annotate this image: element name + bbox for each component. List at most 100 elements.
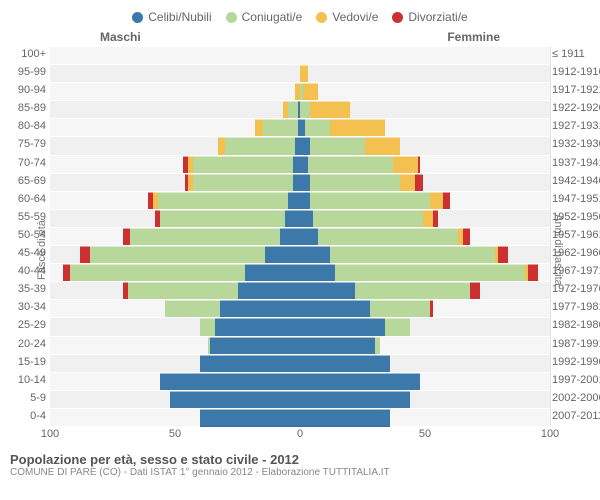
bar-segment [193, 156, 293, 174]
bar-segment [300, 174, 310, 192]
bar-segment [165, 300, 220, 318]
bar-male [208, 337, 301, 353]
bar-segment [200, 409, 300, 427]
bar-segment [255, 119, 263, 137]
bar-female [300, 282, 480, 298]
bar-segment [433, 210, 438, 228]
birth-label: 1967-1971 [552, 265, 600, 277]
bar-segment [158, 192, 288, 210]
bar-segment [300, 391, 410, 409]
bar-female [300, 373, 420, 389]
bar-segment [300, 156, 308, 174]
bar-male [200, 355, 300, 371]
gender-headers: Maschi Femmine [0, 30, 600, 46]
bar-female [300, 391, 410, 407]
bar-female [300, 355, 390, 371]
bar-segment [375, 337, 380, 355]
bar-female [300, 192, 450, 208]
birth-label: 2002-2006 [552, 392, 600, 404]
birth-label: 1942-1946 [552, 175, 600, 187]
age-row: 35-391972-1976 [50, 281, 550, 299]
age-row: 70-741937-1941 [50, 155, 550, 173]
bar-segment [303, 83, 318, 101]
bar-female [300, 409, 390, 425]
bar-male [165, 300, 300, 316]
bar-segment [300, 228, 318, 246]
legend-item: Coniugati/e [226, 10, 303, 24]
bar-male [123, 228, 301, 244]
age-row: 100+≤ 1911 [50, 46, 550, 64]
bar-segment [430, 192, 443, 210]
bar-segment [400, 174, 415, 192]
bar-segment [210, 337, 300, 355]
age-label: 0-4 [2, 410, 46, 422]
bar-segment [300, 65, 308, 83]
bar-segment [393, 156, 418, 174]
bar-female [300, 137, 400, 153]
bar-male [200, 318, 300, 334]
bar-segment [423, 210, 433, 228]
legend-label: Divorziati/e [408, 10, 467, 24]
bar-segment [463, 228, 471, 246]
header-male: Maschi [100, 30, 141, 44]
bar-segment [63, 264, 71, 282]
bar-female [300, 101, 350, 117]
bar-segment [365, 137, 400, 155]
age-label: 35-39 [2, 283, 46, 295]
age-label: 85-89 [2, 102, 46, 114]
bar-male [283, 101, 301, 117]
bar-segment [193, 174, 293, 192]
bar-segment [300, 210, 313, 228]
age-label: 20-24 [2, 338, 46, 350]
x-tick: 100 [41, 428, 59, 440]
age-row: 75-791932-1936 [50, 136, 550, 154]
bar-segment [293, 174, 301, 192]
bar-segment [220, 300, 300, 318]
age-label: 100+ [2, 48, 46, 60]
bar-male [200, 409, 300, 425]
birth-label: 1927-1931 [552, 120, 600, 132]
birth-label: ≤ 1911 [552, 48, 600, 60]
age-row: 55-591952-1956 [50, 209, 550, 227]
age-label: 55-59 [2, 211, 46, 223]
bar-segment [470, 282, 480, 300]
bar-male [80, 246, 300, 262]
x-axis: 10050050100 [50, 426, 550, 446]
legend-label: Vedovi/e [332, 10, 378, 24]
age-label: 60-64 [2, 193, 46, 205]
birth-label: 2007-2011 [552, 410, 600, 422]
birth-label: 1992-1996 [552, 356, 600, 368]
bar-female [300, 83, 318, 99]
bar-male [185, 174, 300, 190]
header-female: Femmine [447, 30, 500, 44]
bar-segment [160, 373, 300, 391]
legend-item: Vedovi/e [316, 10, 378, 24]
birth-label: 1982-1986 [552, 319, 600, 331]
age-label: 70-74 [2, 157, 46, 169]
bar-segment [300, 282, 355, 300]
birth-label: 1917-1921 [552, 84, 600, 96]
bar-segment [280, 228, 300, 246]
bar-segment [415, 174, 423, 192]
age-row: 65-691942-1946 [50, 173, 550, 191]
age-row: 15-191992-1996 [50, 354, 550, 372]
bar-segment [293, 156, 301, 174]
birth-label: 1932-1936 [552, 138, 600, 150]
age-row: 5-92002-2006 [50, 390, 550, 408]
bar-segment [225, 137, 295, 155]
chart-footer: Popolazione per età, sesso e stato civil… [0, 446, 600, 478]
bar-segment [385, 318, 410, 336]
legend-swatch [316, 12, 327, 23]
bar-female [300, 210, 438, 226]
age-label: 45-49 [2, 247, 46, 259]
age-row: 30-341977-1981 [50, 299, 550, 317]
birth-label: 1912-1916 [552, 66, 600, 78]
birth-label: 1922-1926 [552, 102, 600, 114]
legend-swatch [132, 12, 143, 23]
bar-segment [285, 210, 300, 228]
age-label: 80-84 [2, 120, 46, 132]
age-row: 10-141997-2001 [50, 372, 550, 390]
legend-label: Coniugati/e [242, 10, 303, 24]
bar-segment [300, 318, 385, 336]
bar-segment [300, 337, 375, 355]
